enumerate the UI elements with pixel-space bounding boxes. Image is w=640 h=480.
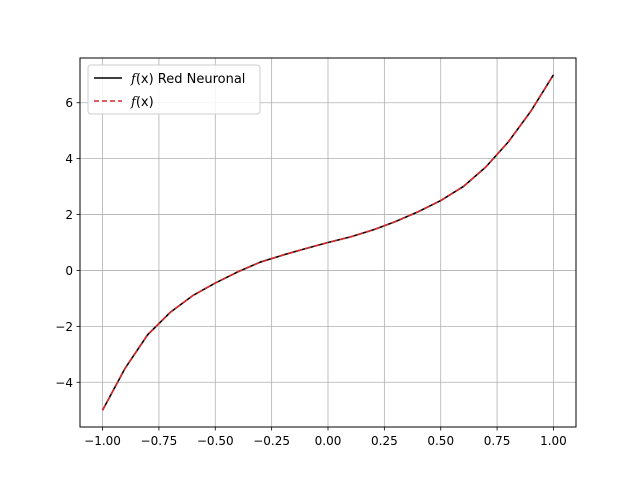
x-tick-label: −0.50 [197, 434, 234, 448]
y-tick-label: 2 [65, 208, 73, 222]
y-tick-label: −4 [55, 376, 73, 390]
x-tick-label: 0.50 [427, 434, 454, 448]
grid-lines [80, 58, 576, 427]
series-lines [101, 74, 555, 411]
x-tick-label: −0.25 [253, 434, 290, 448]
y-tick-label: 0 [65, 264, 73, 278]
x-tick-label: 0.25 [371, 434, 398, 448]
x-tick-label: 0.00 [315, 434, 342, 448]
x-axis-ticks: −1.00 −0.75 −0.50 −0.25 0.00 0.25 0.50 0.75 1.00 [84, 427, 567, 448]
x-tick-label: 0.75 [484, 434, 511, 448]
legend-label-neural: f(x) Red Neuronal [130, 72, 245, 87]
y-tick-label: 4 [65, 152, 73, 166]
legend-box [87, 64, 261, 115]
y-tick-label: 6 [65, 96, 73, 110]
x-tick-label: −0.75 [141, 434, 178, 448]
y-tick-label: −2 [55, 320, 73, 334]
legend: f(x) Red Neuronal f(x) [87, 64, 261, 115]
y-axis-ticks: −4 −2 0 2 4 6 [55, 96, 80, 390]
x-tick-label: 1.00 [540, 434, 567, 448]
x-tick-label: −1.00 [84, 434, 121, 448]
legend-label-fx: f(x) [130, 95, 154, 110]
series-line-fx [101, 74, 555, 411]
